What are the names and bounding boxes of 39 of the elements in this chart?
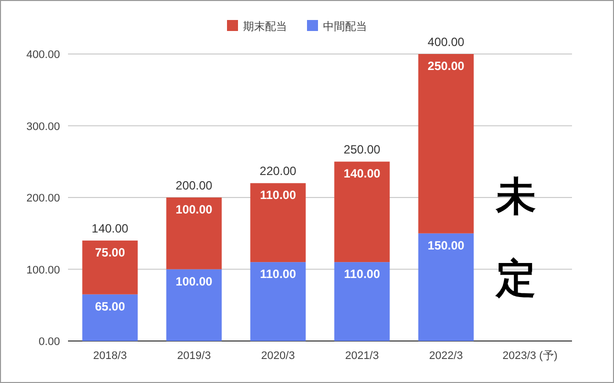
bar xyxy=(334,162,390,262)
x-tick-label: 2022/3 xyxy=(429,350,463,362)
legend-label: 中間配当 xyxy=(323,20,367,33)
x-tick-label: 2023/3 (予) xyxy=(502,350,558,362)
y-tick-label: 100.00 xyxy=(26,264,60,276)
y-tick-label: 200.00 xyxy=(26,192,60,204)
total-label: 200.00 xyxy=(176,178,213,192)
y-tick-label: 0.00 xyxy=(38,336,60,348)
bar xyxy=(334,262,390,341)
data-label: 65.00 xyxy=(94,299,126,314)
legend-label: 期末配当 xyxy=(243,20,287,33)
x-tick-label: 2020/3 xyxy=(261,350,295,362)
annotation: 未定 xyxy=(495,175,536,301)
data-label: 75.00 xyxy=(94,246,126,260)
data-label: 100.00 xyxy=(176,274,213,288)
bar xyxy=(250,183,306,262)
bar xyxy=(82,240,138,294)
bar xyxy=(166,198,222,270)
total-label: 400.00 xyxy=(428,35,465,49)
y-tick-label: 300.00 xyxy=(26,120,60,133)
bar xyxy=(418,233,474,341)
bar xyxy=(250,262,306,341)
y-tick-label: 400.00 xyxy=(26,49,60,61)
bar xyxy=(82,294,138,341)
data-label: 110.00 xyxy=(260,188,296,202)
data-label: 150.00 xyxy=(428,238,465,252)
x-tick-label: 2021/3 xyxy=(345,350,379,362)
x-tick-label: 2018/3 xyxy=(93,350,127,362)
bar xyxy=(166,269,222,341)
total-label: 220.00 xyxy=(260,164,297,178)
data-label: 110.00 xyxy=(260,267,296,282)
data-label: 100.00 xyxy=(176,202,213,216)
data-label: 250.00 xyxy=(428,59,465,73)
data-label: 110.00 xyxy=(344,267,380,282)
x-tick-label: 2019/3 xyxy=(177,350,211,362)
bar xyxy=(418,54,474,234)
data-label: 140.00 xyxy=(344,166,381,181)
total-label: 140.00 xyxy=(92,222,129,236)
total-label: 250.00 xyxy=(344,142,381,157)
